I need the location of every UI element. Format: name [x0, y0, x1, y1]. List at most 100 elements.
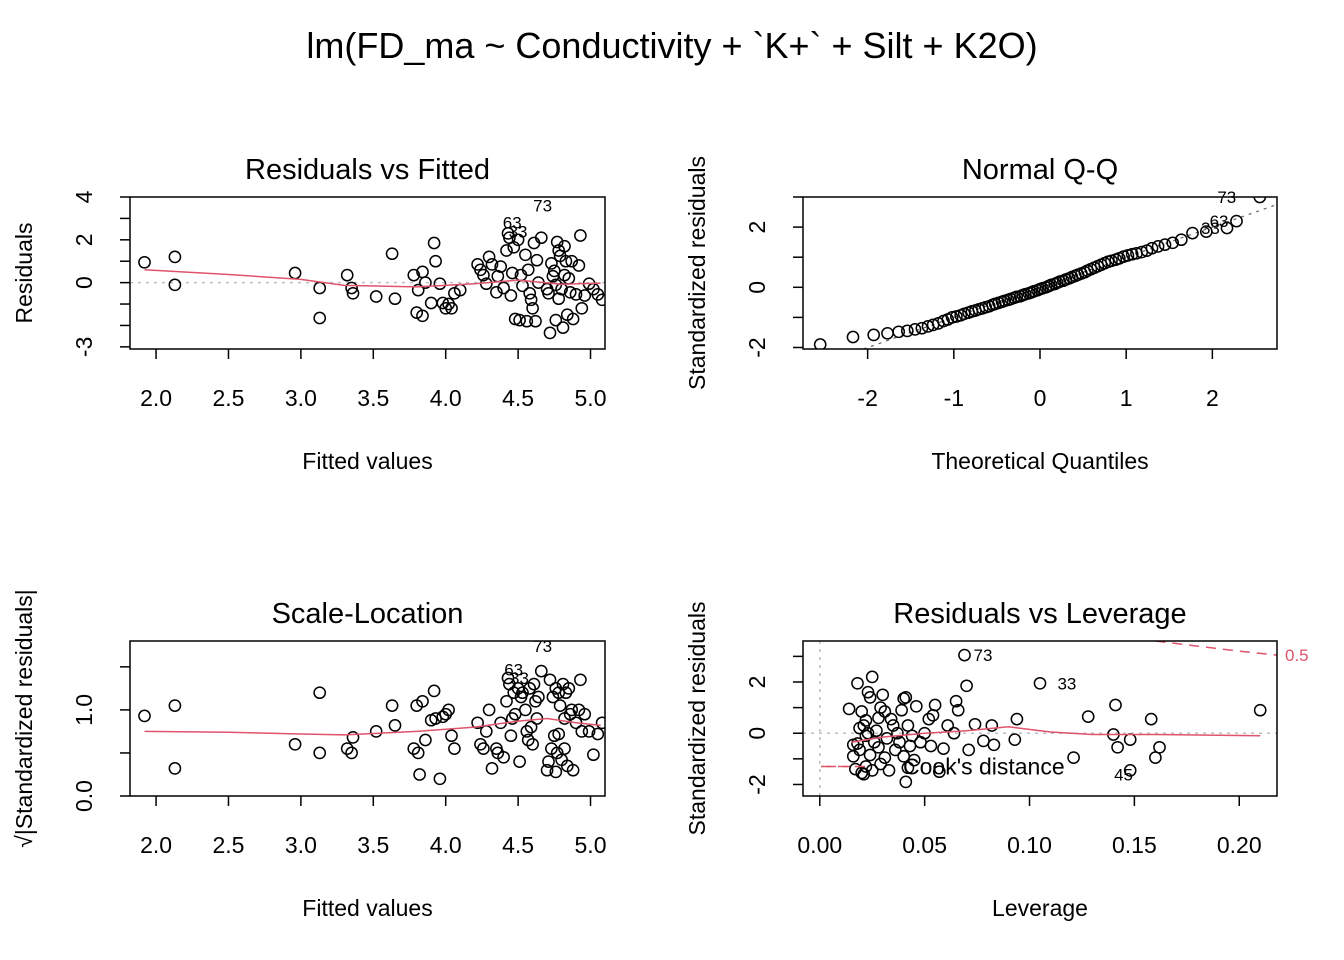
data-point [558, 239, 571, 253]
data-point [521, 263, 535, 277]
data-point [442, 703, 455, 717]
data-point [168, 762, 182, 775]
data-point [553, 699, 567, 712]
data-point [884, 712, 898, 726]
x-tick-label: 5.0 [575, 832, 607, 858]
data-point [526, 301, 539, 315]
data-point [497, 750, 510, 764]
data-point [574, 229, 587, 242]
x-axis-label: Fitted values [302, 448, 432, 474]
data-point [138, 255, 151, 269]
x-tick-label: 2.0 [140, 832, 172, 858]
data-point [345, 281, 358, 295]
data-point [168, 250, 182, 264]
data-point [345, 746, 358, 760]
data-point [448, 742, 461, 755]
point-id-label: 73 [533, 197, 552, 216]
data-point [842, 702, 856, 716]
x-tick-label: 5.0 [575, 385, 607, 411]
data-point [574, 673, 587, 687]
data-point [587, 748, 600, 762]
data-point [1144, 712, 1158, 726]
point-id-label: 73 [533, 637, 552, 656]
data-point [928, 698, 942, 712]
data-point [1067, 751, 1080, 764]
data-point [846, 330, 860, 344]
data-point [962, 743, 976, 757]
data-point [566, 763, 580, 777]
data-point [416, 309, 429, 323]
data-point [526, 737, 539, 751]
plot-area [130, 227, 605, 340]
x-tick-label: 0.20 [1217, 832, 1262, 858]
y-tick-label: -2 [744, 337, 770, 357]
y-axis-label: √|Standardized residuals| [11, 589, 37, 848]
y-tick-label: 4 [71, 190, 97, 203]
data-point [1111, 740, 1124, 754]
data-point [513, 755, 526, 768]
data-point [900, 324, 914, 338]
data-point [987, 738, 1001, 752]
data-point [521, 733, 535, 747]
data-point [424, 296, 438, 310]
y-tick-label: 1.0 [71, 694, 97, 726]
x-tick-label: 0.00 [797, 832, 842, 858]
data-point [288, 737, 302, 751]
data-point [857, 767, 871, 781]
data-point [411, 746, 425, 760]
cooks-contour-label: 0.5 [1285, 646, 1309, 665]
x-tick-label: 4.0 [430, 385, 462, 411]
data-point [550, 746, 564, 760]
data-point [549, 765, 563, 779]
y-axis-label: Standardized residuals [684, 156, 710, 390]
data-point [892, 325, 906, 339]
y-tick-label: 0 [744, 727, 770, 740]
data-point [534, 664, 548, 678]
plot-frame [802, 640, 1278, 797]
y-tick-label: -3 [71, 337, 97, 357]
x-tick-label: -2 [857, 385, 877, 411]
data-point [851, 676, 864, 690]
x-tick-label: -1 [944, 385, 964, 411]
x-tick-label: 0 [1034, 385, 1047, 411]
data-point [878, 751, 892, 764]
data-point [313, 281, 327, 295]
x-tick-label: 0.15 [1112, 832, 1157, 858]
main-title: lm(FD_ma ~ Conductivity + `K+` + Silt + … [306, 25, 1037, 66]
x-tick-label: 3.0 [285, 832, 317, 858]
data-point [865, 764, 879, 777]
data-point [1151, 240, 1165, 253]
data-point [542, 755, 555, 768]
data-point [313, 686, 327, 700]
point-id-label: 33 [509, 222, 528, 241]
data-point [543, 326, 557, 340]
data-point [922, 712, 936, 726]
data-point [563, 285, 577, 299]
data-point [1166, 236, 1180, 250]
data-point [951, 703, 965, 717]
data-point [881, 326, 894, 340]
plot-area [803, 641, 1277, 796]
data-point [565, 254, 579, 268]
data-point [958, 648, 971, 662]
data-point [346, 286, 360, 300]
data-point [346, 731, 360, 744]
data-point [519, 248, 532, 262]
data-point [1033, 676, 1047, 690]
data-point [138, 709, 151, 723]
data-point [874, 757, 887, 771]
data-point [520, 314, 534, 328]
data-point [1125, 247, 1139, 261]
data-point [507, 240, 521, 254]
data-point [867, 328, 881, 342]
data-point [865, 670, 879, 684]
data-point [851, 737, 864, 750]
y-axis-label: Residuals [11, 223, 37, 324]
data-point [168, 278, 182, 292]
data-point [485, 258, 499, 271]
data-point [932, 765, 946, 779]
data-point [529, 314, 542, 328]
data-point [905, 729, 919, 743]
data-point [901, 761, 915, 775]
